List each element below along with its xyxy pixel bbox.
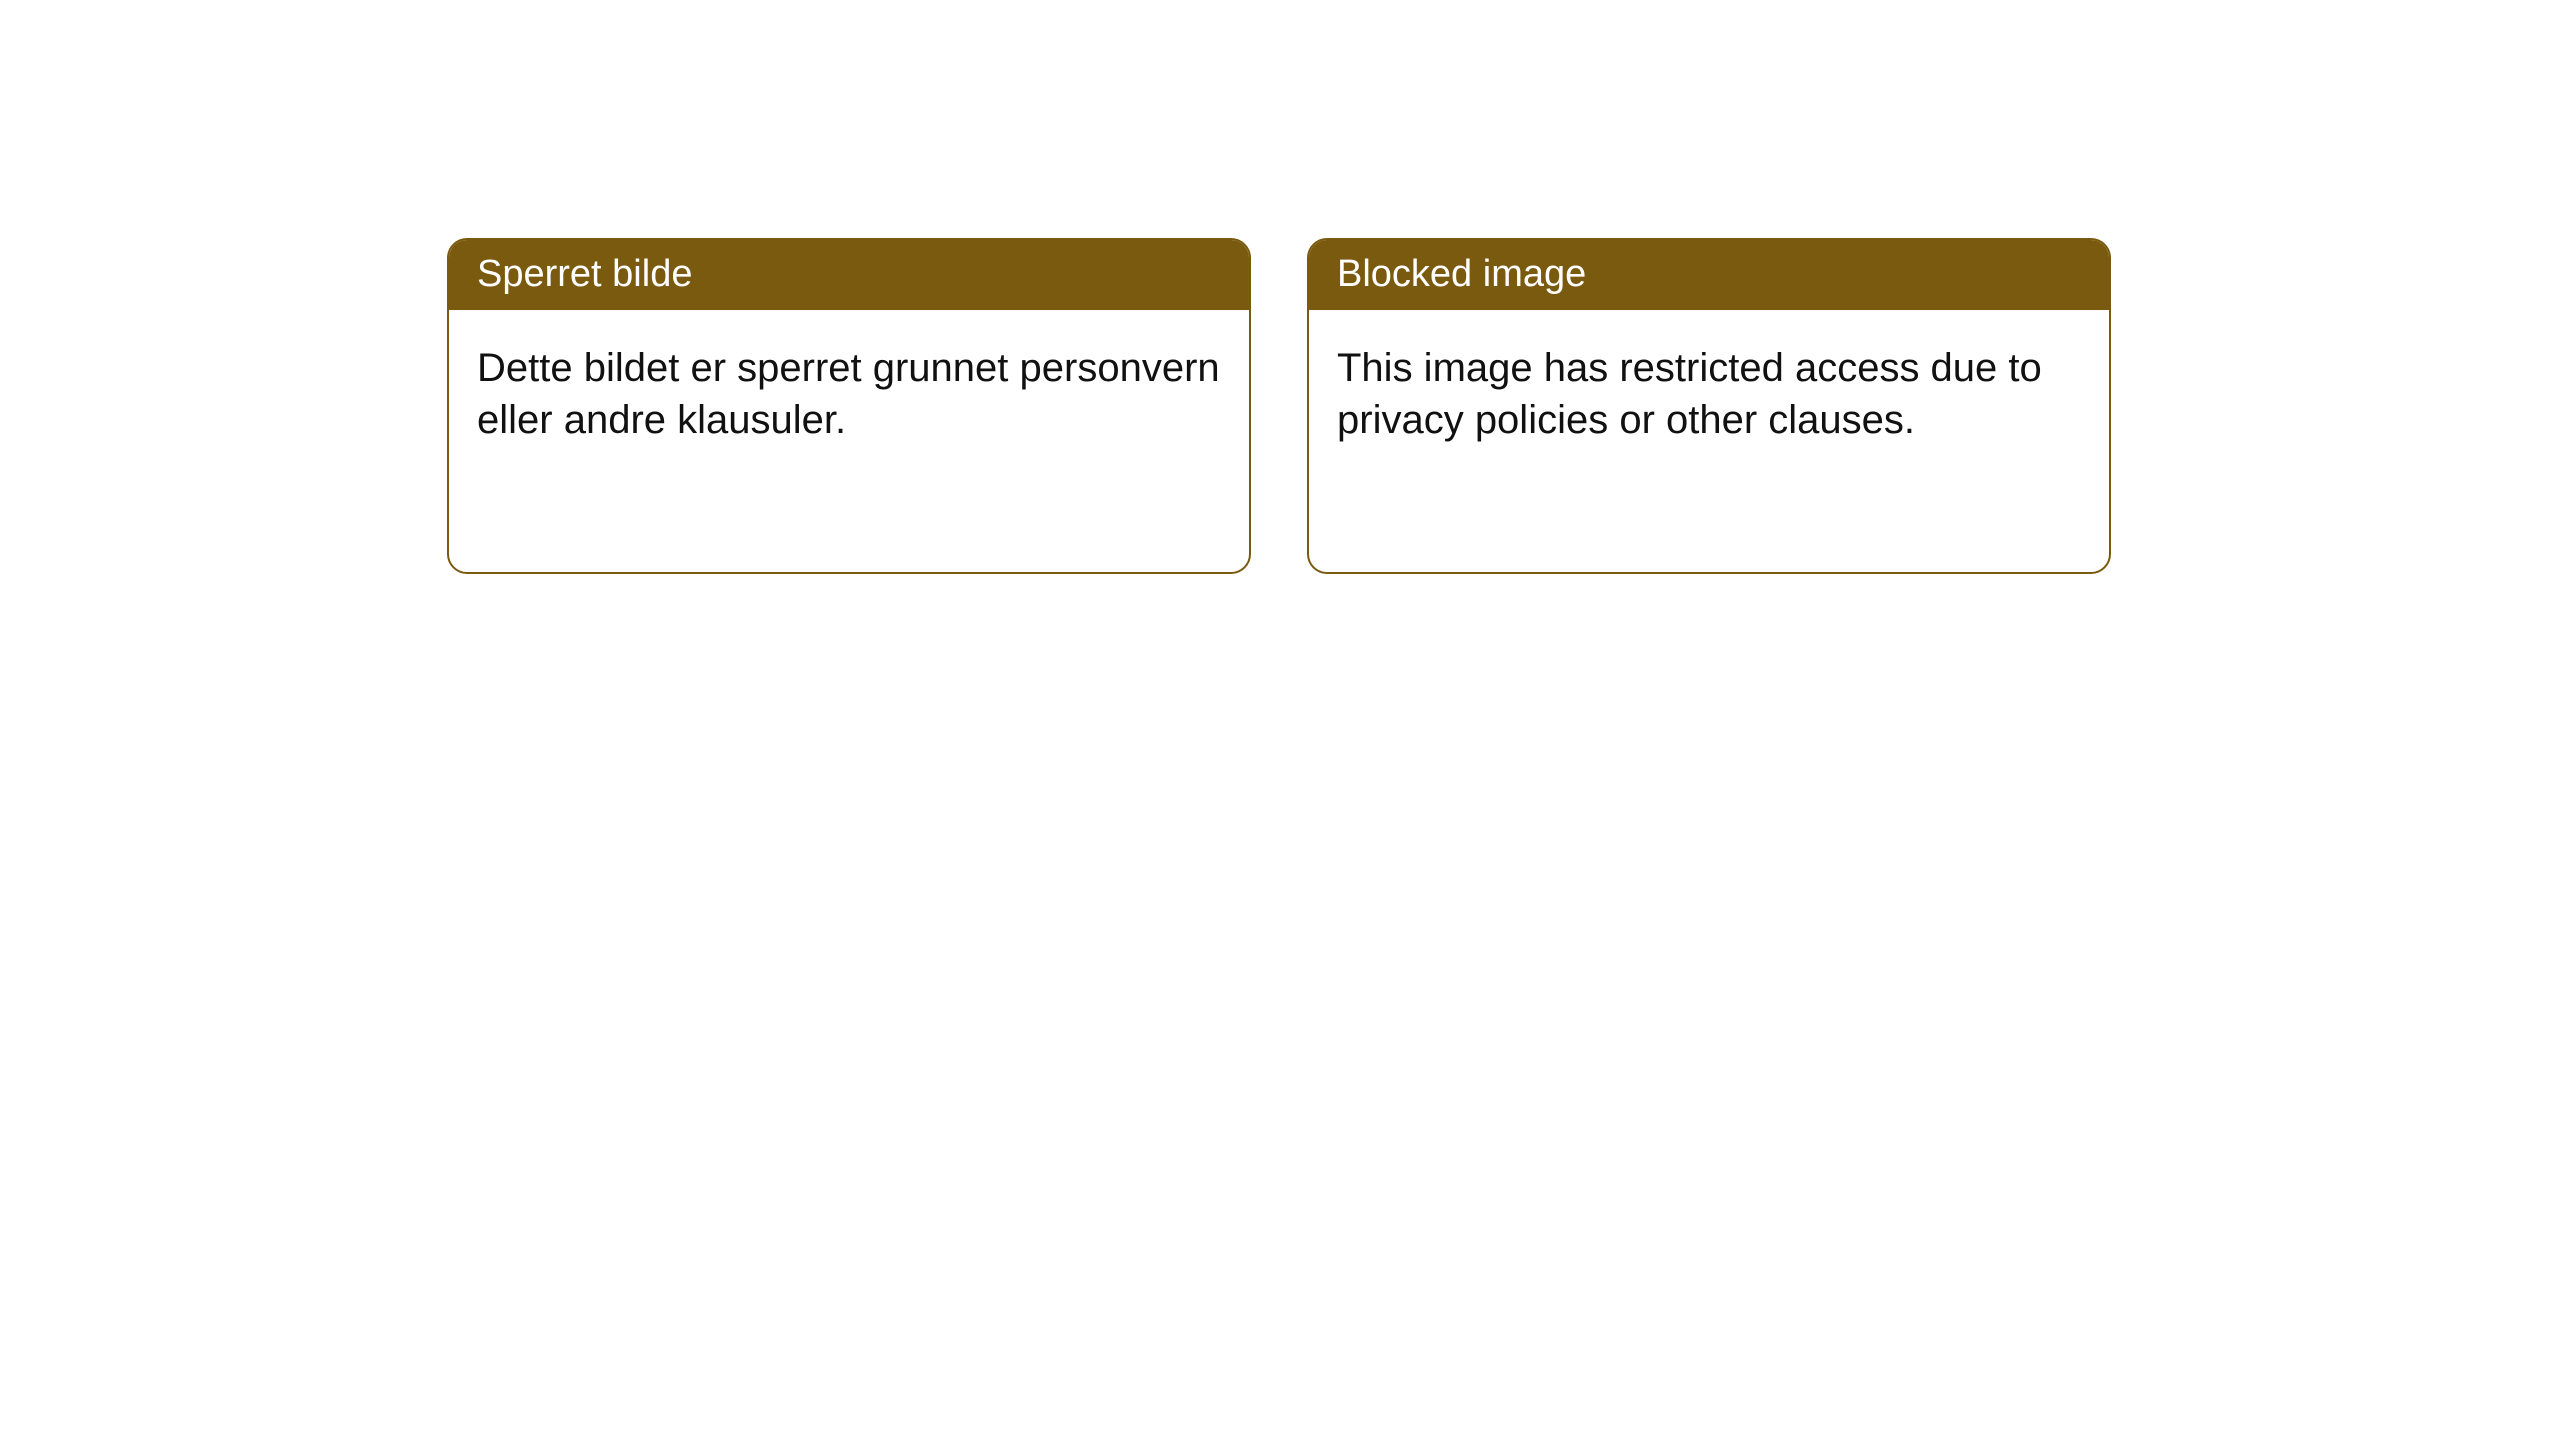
- cards-container: Sperret bilde Dette bildet er sperret gr…: [447, 238, 2111, 574]
- blocked-image-card-no: Sperret bilde Dette bildet er sperret gr…: [447, 238, 1251, 574]
- card-body: Dette bildet er sperret grunnet personve…: [449, 310, 1249, 478]
- card-title: Sperret bilde: [449, 240, 1249, 310]
- card-title: Blocked image: [1309, 240, 2109, 310]
- card-body: This image has restricted access due to …: [1309, 310, 2109, 478]
- blocked-image-card-en: Blocked image This image has restricted …: [1307, 238, 2111, 574]
